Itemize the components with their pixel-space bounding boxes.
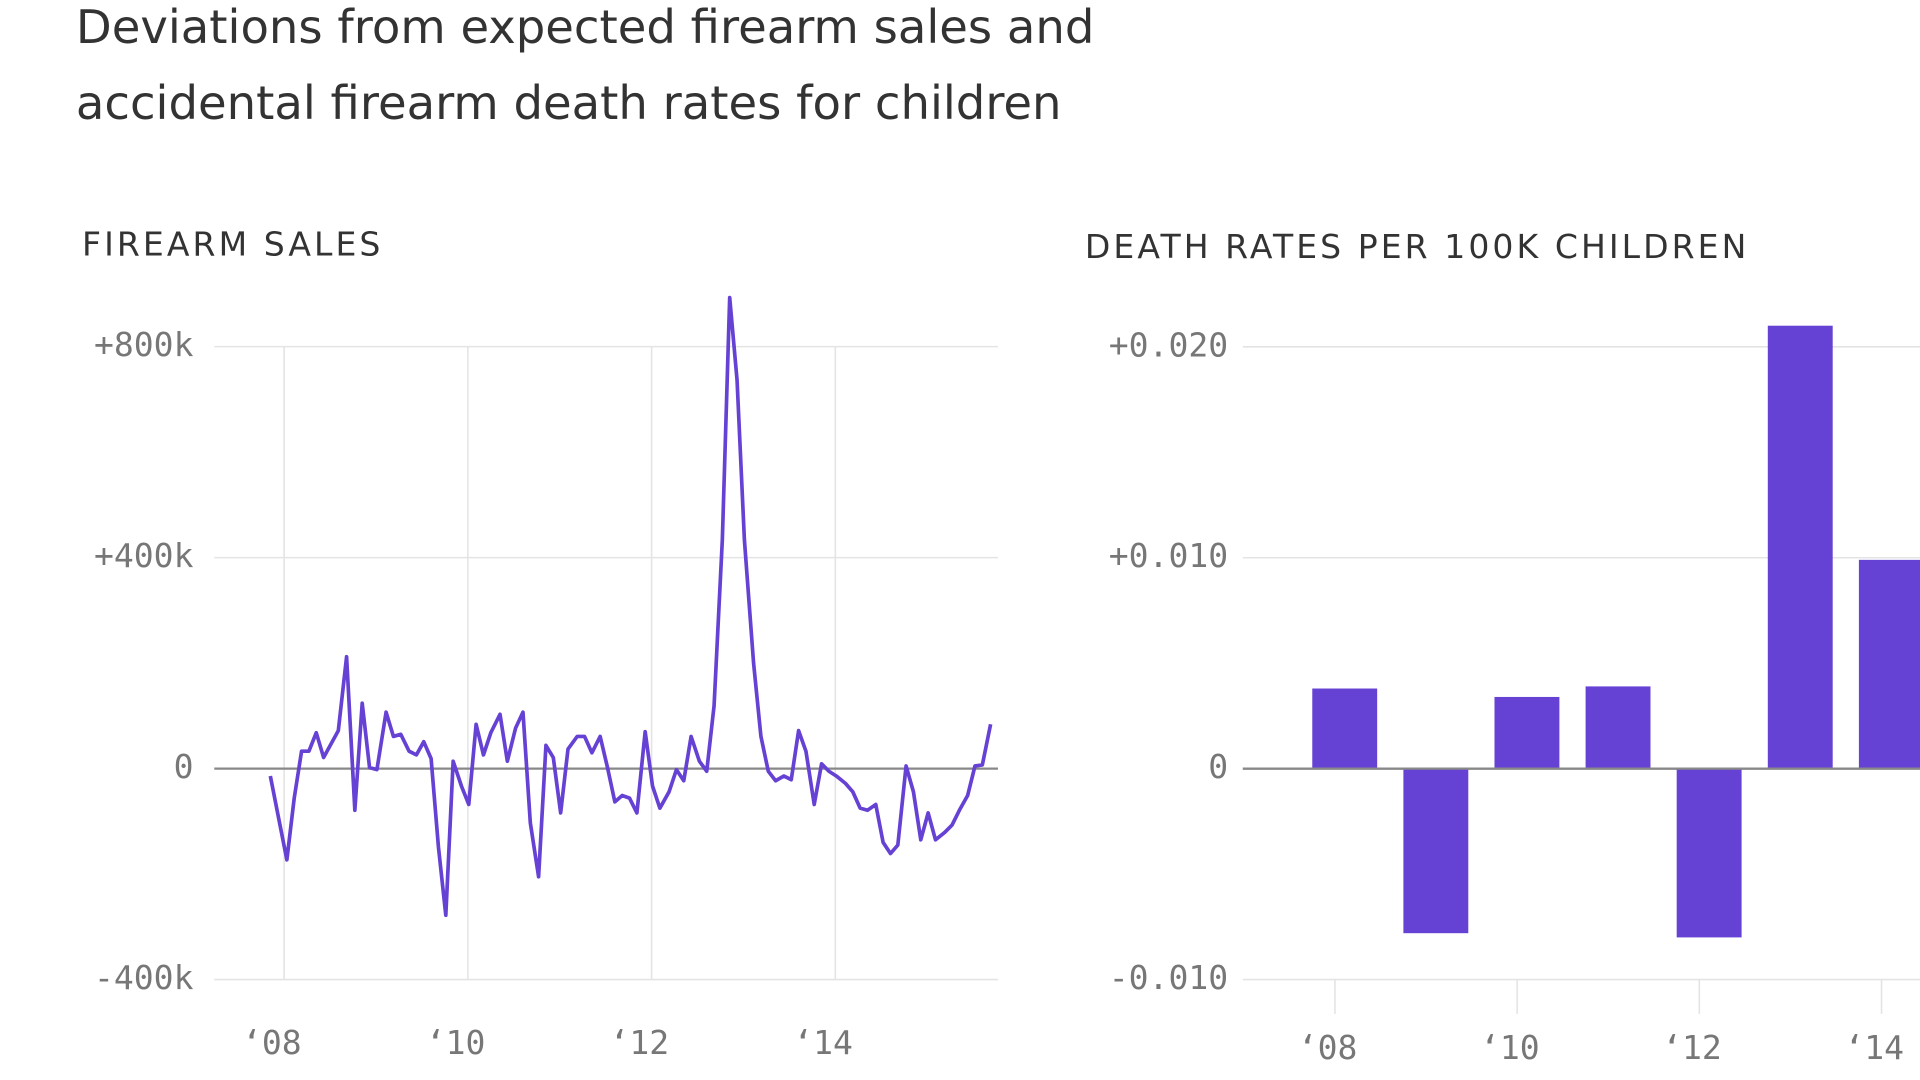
x-tick-label: ‘12	[610, 1023, 670, 1062]
bar	[1494, 696, 1560, 769]
bar	[1585, 686, 1651, 769]
panel-title: FIREARM SALES	[82, 225, 383, 264]
chart-title: accidental firearm death rates for child…	[76, 76, 1062, 130]
chart-title: Deviations from expected firearm sales a…	[76, 0, 1095, 54]
line	[268, 295, 993, 918]
bar	[1403, 768, 1469, 934]
y-tick-label: +0.020	[1109, 325, 1228, 364]
bar	[1767, 325, 1833, 769]
y-tick-label: -0.010	[1109, 958, 1228, 997]
x-tick-label: ‘14	[793, 1023, 853, 1062]
y-tick-label: +0.010	[1109, 536, 1228, 575]
x-tick-label: ‘14	[1844, 1028, 1904, 1067]
y-tick-label: 0	[174, 747, 194, 786]
x-tick-label: ‘10	[426, 1023, 486, 1062]
bar	[1858, 559, 1920, 769]
bar	[1312, 688, 1378, 769]
x-tick-label: ‘08	[242, 1023, 302, 1062]
x-tick-label: ‘12	[1662, 1028, 1722, 1067]
y-tick-label: +400k	[94, 536, 194, 575]
y-tick-label: -400k	[94, 958, 194, 997]
bar	[1676, 768, 1742, 938]
x-tick-label: ‘08	[1298, 1028, 1358, 1067]
panel-title: DEATH RATES PER 100K CHILDREN	[1085, 227, 1750, 266]
x-tick-label: ‘10	[1480, 1028, 1540, 1067]
y-tick-label: 0	[1208, 747, 1228, 786]
y-tick-label: +800k	[94, 325, 194, 364]
